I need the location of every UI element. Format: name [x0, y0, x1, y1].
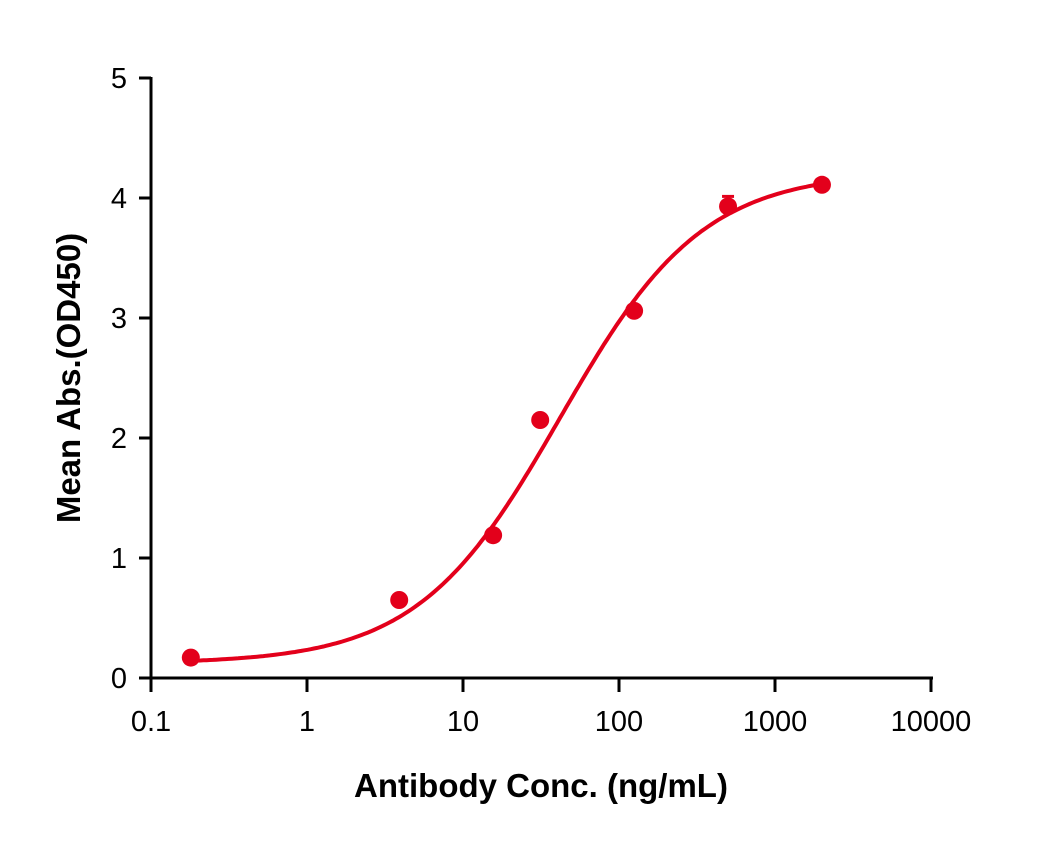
y-tick-label: 4: [111, 183, 127, 215]
x-tick-label: 10000: [891, 706, 972, 738]
fit-curve: [190, 181, 823, 663]
y-tick-label: 0: [111, 663, 127, 695]
data-point: [812, 175, 831, 194]
x-tick-label: 10: [447, 706, 479, 738]
x-tick-label: 100: [595, 706, 643, 738]
data-point: [625, 301, 644, 320]
y-tick-label: 2: [111, 423, 127, 455]
data-point: [390, 591, 409, 609]
y-tick-label: 1: [111, 543, 127, 575]
data-point: [484, 526, 503, 545]
data-point: [531, 411, 550, 429]
data-point: [181, 648, 200, 667]
y-axis-title: Mean Abs.(OD450): [50, 233, 87, 523]
axes: [140, 77, 933, 690]
y-tick-label: 3: [111, 303, 127, 335]
y-ticks: 0 1 2 3 4 5: [111, 63, 151, 695]
data-point: [719, 197, 738, 216]
x-tick-label: 1000: [743, 706, 808, 738]
data-points: [181, 175, 831, 667]
x-tick-label: 1: [299, 706, 315, 738]
x-axis-title: Antibody Conc. (ng/mL): [354, 767, 728, 804]
y-tick-label: 5: [111, 63, 127, 95]
x-tick-label: 0.1: [131, 706, 171, 738]
x-ticks: 0.1 1 10 100 1000 10000: [131, 678, 971, 738]
